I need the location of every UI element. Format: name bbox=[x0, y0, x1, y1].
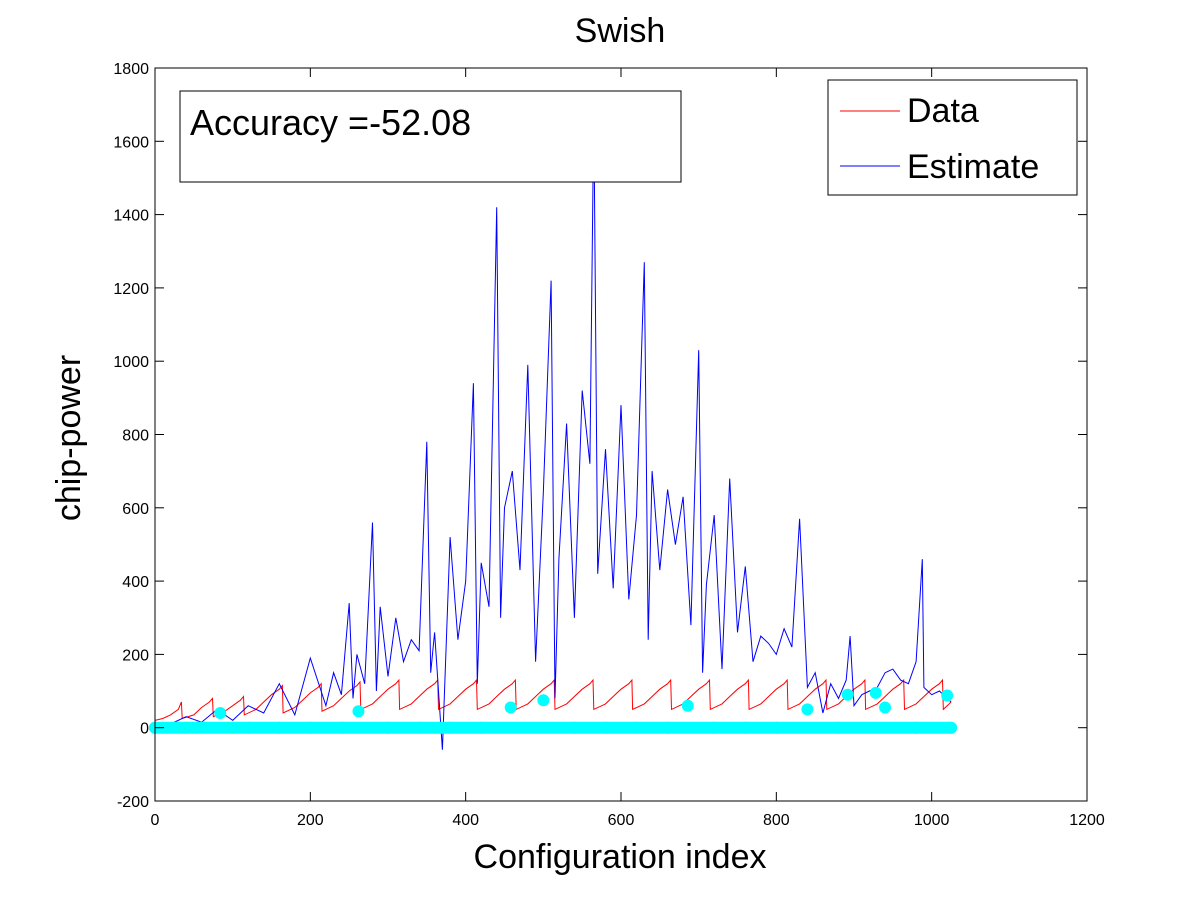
series-point bbox=[352, 705, 365, 718]
series-point bbox=[537, 694, 550, 707]
legend-box bbox=[827, 79, 1078, 196]
y-tick-label: 1000 bbox=[113, 354, 149, 371]
y-tick-label: 800 bbox=[122, 428, 149, 445]
legend-label-estimate: Estimate bbox=[907, 148, 1039, 186]
x-tick-label: 200 bbox=[297, 812, 324, 829]
series-point bbox=[681, 699, 694, 712]
y-axis: -200 0 200 400 600 800 1000 1200 1400 1600 1800 bbox=[113, 61, 1087, 811]
series-point bbox=[801, 703, 814, 716]
series-line-estimate bbox=[154, 108, 952, 750]
x-tick-label: 0 bbox=[151, 812, 160, 829]
annotation-text: Accuracy =-52.08 bbox=[190, 102, 471, 143]
y-tick-label: 1600 bbox=[113, 134, 149, 151]
series-point bbox=[841, 688, 854, 701]
x-tick-label: 1200 bbox=[1069, 812, 1105, 829]
y-tick-label: 400 bbox=[122, 574, 149, 591]
y-axis-label: chip-power bbox=[50, 355, 88, 521]
y-tick-label: 1400 bbox=[113, 208, 149, 225]
y-tick-label: 600 bbox=[122, 501, 149, 518]
y-tick-label: -200 bbox=[117, 794, 149, 811]
accuracy-annotation: Accuracy =-52.08 bbox=[179, 90, 682, 183]
x-axis: 0 200 400 600 800 1000 1200 bbox=[151, 68, 1105, 829]
series-point bbox=[869, 686, 882, 699]
plot-area: 0 200 400 600 800 1000 1200 -20002004006008001… bbox=[113, 61, 1104, 829]
x-tick-label: 600 bbox=[608, 812, 635, 829]
legend: Data Estimate bbox=[827, 79, 1078, 196]
y-tick-label: 200 bbox=[122, 647, 149, 664]
y-tick-label: 0 bbox=[140, 721, 149, 738]
x-tick-label: 1000 bbox=[914, 812, 950, 829]
annotation-box bbox=[179, 90, 682, 183]
series-point bbox=[504, 701, 517, 714]
x-tick-label: 400 bbox=[452, 812, 479, 829]
legend-label-data: Data bbox=[907, 92, 979, 130]
y-tick-label: 1800 bbox=[113, 61, 149, 78]
series-point bbox=[879, 701, 892, 714]
x-tick-label: 800 bbox=[763, 812, 790, 829]
series-point bbox=[214, 707, 227, 720]
x-axis-label: Configuration index bbox=[474, 838, 767, 876]
y-tick-label: 1200 bbox=[113, 281, 149, 298]
series-point bbox=[941, 689, 954, 702]
chart-title: Swish bbox=[575, 12, 666, 50]
